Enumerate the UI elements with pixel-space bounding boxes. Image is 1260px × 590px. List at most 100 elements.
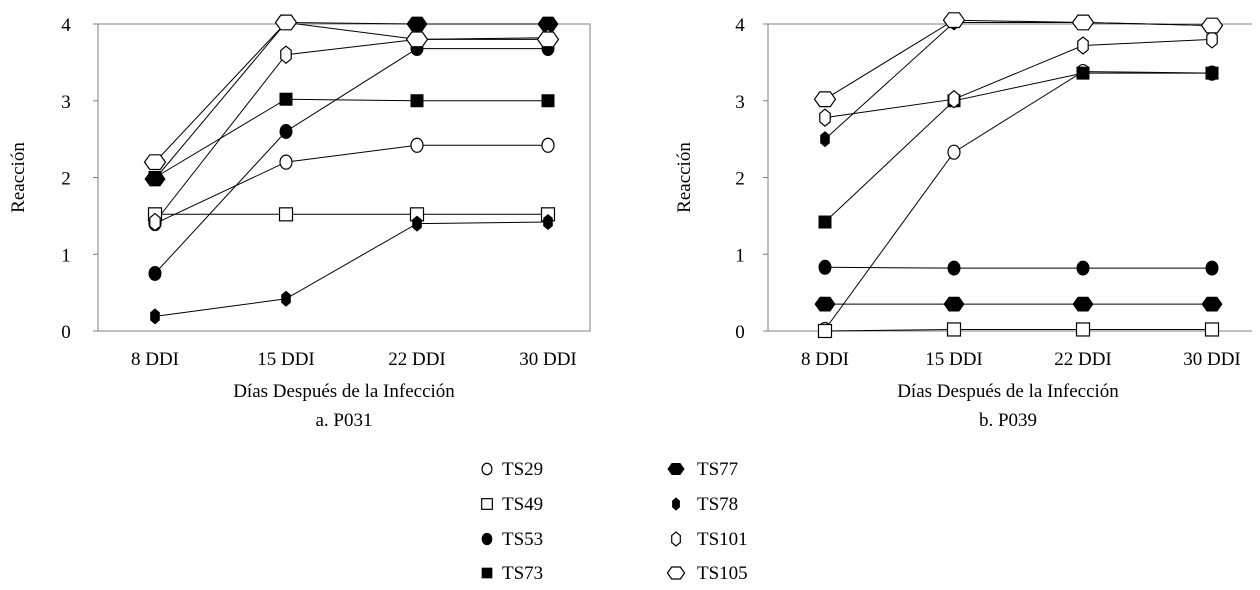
- y-tick-label: 3: [735, 92, 745, 113]
- data-point-ts73: [410, 94, 424, 108]
- data-point-ts105: [1071, 14, 1095, 31]
- series-line-ts105: [824, 19, 1213, 100]
- legend-marker-ts105: [666, 566, 686, 580]
- data-point-ts73: [1205, 66, 1219, 80]
- x-tick-label: 8 DDI: [131, 349, 179, 370]
- legend-marker-ts73: [481, 567, 493, 579]
- y-axis-title: Reacción: [674, 142, 695, 213]
- legend-label: TS77: [697, 459, 738, 480]
- data-point-ts77: [943, 296, 965, 312]
- data-point-ts105: [942, 12, 966, 29]
- y-axis-title: Reacción: [8, 142, 29, 213]
- data-point-ts73: [818, 215, 832, 229]
- data-point-ts53: [818, 259, 832, 275]
- series-line-ts77: [154, 21, 548, 180]
- data-point-ts29: [279, 154, 293, 170]
- data-point-ts53: [947, 260, 961, 276]
- x-axis-title: Días Después de la Infección: [897, 381, 1119, 402]
- data-point-ts77: [1201, 296, 1223, 312]
- y-tick-label: 1: [61, 245, 71, 266]
- data-point-ts29: [410, 137, 424, 153]
- legend-item-ts53: TS53: [481, 529, 543, 550]
- legend-label: TS105: [697, 563, 748, 584]
- x-tick-label: 30 DDI: [1183, 349, 1241, 370]
- data-point-ts101: [1206, 30, 1218, 49]
- series-line-ts105: [154, 21, 548, 163]
- y-tick-label: 0: [61, 322, 71, 343]
- legend-item-ts105: TS105: [666, 563, 748, 584]
- x-tick-label: 22 DDI: [388, 349, 446, 370]
- legend-marker-ts49: [481, 498, 493, 510]
- series-line-ts73: [154, 98, 548, 178]
- data-point-ts105: [274, 14, 298, 31]
- data-point-ts29: [541, 137, 555, 153]
- legend-item-ts73: TS73: [481, 563, 543, 584]
- legend-label: TS78: [697, 494, 738, 515]
- series-line-ts49: [824, 329, 1212, 332]
- plot-frame: [97, 23, 591, 332]
- data-point-ts101: [819, 108, 831, 127]
- data-point-ts53: [1205, 260, 1219, 276]
- data-point-ts78: [543, 214, 553, 230]
- data-point-ts77: [144, 171, 166, 187]
- legend-label: TS29: [502, 459, 543, 480]
- data-point-ts73: [1076, 66, 1090, 80]
- data-point-ts77: [406, 16, 428, 32]
- data-point-ts77: [814, 296, 836, 312]
- legend-marker-ts53: [481, 532, 493, 546]
- x-axis-title: Días Después de la Infección: [233, 381, 455, 402]
- data-point-ts101: [1077, 36, 1089, 55]
- data-point-ts105: [143, 154, 167, 171]
- data-point-ts73: [279, 92, 293, 106]
- panel-caption: b. P039: [979, 410, 1037, 431]
- data-point-ts49: [1204, 322, 1220, 337]
- y-tick-label: 4: [735, 15, 745, 36]
- data-point-ts49: [946, 322, 962, 337]
- data-point-ts29: [947, 144, 961, 160]
- y-tick-label: 3: [61, 92, 71, 113]
- data-point-ts105: [1200, 17, 1224, 34]
- legend-marker-ts77: [667, 463, 685, 475]
- legend-item-ts101: TS101: [671, 529, 748, 550]
- series-line-ts53: [824, 266, 1212, 269]
- legend-marker-ts101: [671, 531, 681, 547]
- y-tick-label: 2: [735, 169, 745, 190]
- series-line-ts29: [154, 144, 548, 225]
- legend: TS29 TS49 TS53 TS73 TS77 TS78 TS101 TS105: [481, 459, 748, 584]
- data-point-ts78: [412, 215, 422, 232]
- data-point-ts53: [148, 265, 162, 281]
- x-tick-label: 30 DDI: [519, 349, 577, 370]
- legend-label: TS73: [502, 563, 543, 584]
- legend-marker-ts78: [672, 497, 680, 511]
- legend-label: TS53: [502, 529, 543, 550]
- y-tick-label: 2: [61, 169, 71, 190]
- series-line-ts29: [824, 71, 1213, 330]
- data-point-ts78: [820, 131, 830, 148]
- data-point-ts53: [1076, 260, 1090, 276]
- x-tick-label: 15 DDI: [925, 349, 983, 370]
- data-point-ts105: [813, 91, 837, 108]
- legend-marker-ts29: [481, 462, 493, 476]
- panel-caption: a. P031: [316, 410, 373, 431]
- series-line-ts73: [824, 72, 1212, 223]
- data-point-ts105: [536, 31, 560, 48]
- data-point-ts53: [279, 123, 293, 139]
- series-line-ts101: [824, 38, 1213, 119]
- data-point-ts101: [948, 89, 960, 109]
- y-tick-label: 4: [61, 15, 71, 36]
- series-line-ts53: [154, 48, 548, 274]
- data-point-ts49: [1075, 322, 1091, 337]
- chart-panel-b: 0 1 2 3 4 8 DDI 15 DDI 22 DDI 30 DDI Días Después…: [674, 12, 1252, 431]
- series-line-ts78: [824, 22, 1213, 140]
- data-point-ts105: [405, 31, 429, 48]
- data-point-ts77: [1072, 296, 1094, 312]
- data-point-ts77: [537, 16, 559, 32]
- data-point-ts78: [281, 290, 291, 307]
- data-point-ts49: [278, 207, 294, 222]
- x-tick-label: 22 DDI: [1054, 349, 1112, 370]
- legend-item-ts78: TS78: [672, 494, 738, 515]
- y-tick-label: 1: [735, 245, 745, 266]
- legend-label: TS101: [697, 529, 748, 550]
- data-point-ts49: [817, 323, 833, 339]
